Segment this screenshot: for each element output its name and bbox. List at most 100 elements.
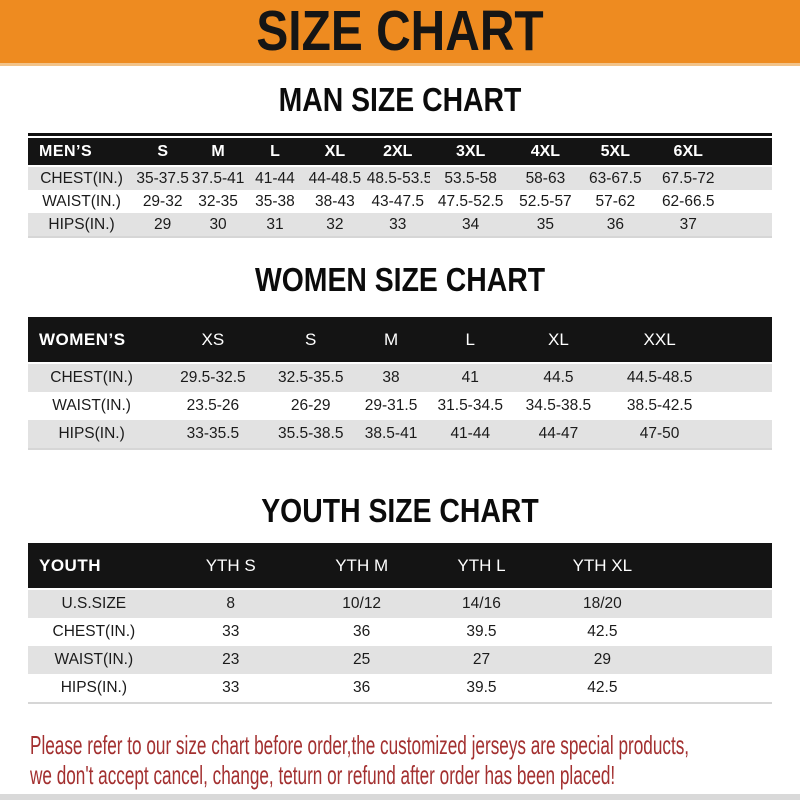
size-value-cell: 35-38 [245, 190, 304, 213]
size-value-cell: 32-35 [190, 190, 246, 213]
mens-size-table: MEN’S S M L XL 2XL 3XL 4XL 5XL 6XL CHEST… [28, 138, 772, 238]
size-column-header: S [270, 317, 351, 364]
row-label: WAIST(IN.) [28, 646, 160, 674]
size-column-header: XS [155, 317, 271, 364]
man-section-title: MAN SIZE CHART [278, 81, 522, 118]
size-value-cell: 33 [159, 618, 302, 646]
size-value-cell: 62-66.5 [651, 190, 726, 213]
size-column-header: M [190, 138, 246, 167]
size-value-cell: 31 [245, 213, 304, 236]
womens-size-table: WOMEN’S XS S M L XL XXL CHEST(IN.) 29.5-… [28, 317, 772, 450]
size-value-cell: 44.5 [509, 364, 608, 392]
size-value-cell: 26-29 [270, 392, 351, 420]
size-value-cell: 37.5-41 [190, 167, 246, 190]
size-column-header: M [350, 317, 432, 364]
size-value-cell: 30 [190, 213, 246, 236]
mens-header-row: MEN’S S M L XL 2XL 3XL 4XL 5XL 6XL [28, 138, 772, 167]
size-value-cell: 29 [541, 646, 664, 674]
size-value-cell: 38-43 [304, 190, 366, 213]
size-value-cell: 33 [365, 213, 430, 236]
banner: SIZE CHART [0, 0, 800, 66]
size-value-cell: 42.5 [541, 674, 664, 702]
size-value-cell: 10/12 [301, 590, 422, 618]
women-section-title: WOMEN SIZE CHART [254, 261, 546, 298]
size-value-cell: 23.5-26 [155, 392, 271, 420]
size-value-cell: 37 [651, 213, 726, 236]
size-value-cell: 47.5-52.5 [429, 190, 512, 213]
womens-header-row: WOMEN’S XS S M L XL XXL [28, 317, 772, 364]
size-value-cell: 38 [350, 364, 432, 392]
spacer-cell [711, 420, 772, 448]
mens-corner-label: MEN’S [28, 138, 136, 167]
size-value-cell: 29.5-32.5 [155, 364, 271, 392]
spacer-cell [663, 618, 772, 646]
row-label: CHEST(IN.) [28, 167, 136, 190]
row-label: WAIST(IN.) [28, 190, 136, 213]
size-column-header: YTH M [301, 543, 422, 590]
size-value-cell: 38.5-41 [350, 420, 432, 448]
spacer-cell [663, 674, 772, 702]
footer-note-line-2: we don't accept cancel, change, teturn o… [30, 760, 616, 790]
spacer-cell [663, 543, 772, 590]
table-row: HIPS(IN.) 33-35.5 35.5-38.5 38.5-41 41-4… [28, 420, 772, 448]
table-row: CHEST(IN.) 35-37.5 37.5-41 41-44 44-48.5… [28, 167, 772, 190]
size-value-cell: 35 [511, 213, 580, 236]
size-value-cell: 29-31.5 [350, 392, 432, 420]
size-value-cell: 39.5 [421, 674, 542, 702]
size-value-cell: 29-32 [135, 190, 191, 213]
size-value-cell: 44.5-48.5 [607, 364, 712, 392]
size-column-header: S [135, 138, 191, 167]
size-column-header: YTH XL [541, 543, 664, 590]
size-value-cell: 18/20 [541, 590, 664, 618]
row-label: HIPS(IN.) [28, 213, 136, 236]
size-column-header: XL [304, 138, 366, 167]
spacer-cell [663, 646, 772, 674]
size-value-cell: 34.5-38.5 [509, 392, 608, 420]
size-column-header: 2XL [365, 138, 430, 167]
size-column-header: 6XL [651, 138, 726, 167]
size-value-cell: 27 [421, 646, 542, 674]
spacer-cell [711, 317, 772, 364]
size-value-cell: 25 [301, 646, 422, 674]
size-value-cell: 67.5-72 [651, 167, 726, 190]
size-column-header: L [431, 317, 510, 364]
size-value-cell: 42.5 [541, 618, 664, 646]
size-column-header: XL [509, 317, 608, 364]
table-row: HIPS(IN.) 29 30 31 32 33 34 35 36 37 [28, 213, 772, 236]
table-row: WAIST(IN.) 23.5-26 26-29 29-31.5 31.5-34… [28, 392, 772, 420]
footer-note-line-1: Please refer to our size chart before or… [30, 730, 690, 760]
youth-size-table: YOUTH YTH S YTH M YTH L YTH XL U.S.SIZE … [28, 543, 772, 704]
table-row: WAIST(IN.) 29-32 32-35 35-38 38-43 43-47… [28, 190, 772, 213]
banner-title: SIZE CHART [256, 0, 544, 63]
spacer-cell [711, 392, 772, 420]
size-column-header: YTH S [159, 543, 302, 590]
size-value-cell: 14/16 [421, 590, 542, 618]
table-row: HIPS(IN.) 33 36 39.5 42.5 [28, 674, 772, 702]
size-value-cell: 43-47.5 [365, 190, 430, 213]
table-row: CHEST(IN.) 33 36 39.5 42.5 [28, 618, 772, 646]
size-value-cell: 63-67.5 [579, 167, 652, 190]
size-value-cell: 58-63 [511, 167, 580, 190]
spacer-cell [725, 190, 772, 213]
size-value-cell: 33-35.5 [155, 420, 271, 448]
row-label: CHEST(IN.) [28, 364, 156, 392]
youth-corner-label: YOUTH [28, 543, 160, 590]
spacer-cell [663, 590, 772, 618]
size-value-cell: 36 [579, 213, 652, 236]
size-value-cell: 31.5-34.5 [431, 392, 510, 420]
womens-corner-label: WOMEN’S [28, 317, 156, 364]
spacer-cell [725, 167, 772, 190]
size-value-cell: 33 [159, 674, 302, 702]
size-value-cell: 36 [301, 618, 422, 646]
row-label: HIPS(IN.) [28, 674, 160, 702]
size-value-cell: 36 [301, 674, 422, 702]
footer-note: Please refer to our size chart before or… [30, 730, 800, 790]
row-label: HIPS(IN.) [28, 420, 156, 448]
size-value-cell: 39.5 [421, 618, 542, 646]
spacer-cell [725, 213, 772, 236]
size-value-cell: 32.5-35.5 [270, 364, 351, 392]
size-column-header: XXL [607, 317, 712, 364]
size-value-cell: 38.5-42.5 [607, 392, 712, 420]
size-value-cell: 32 [304, 213, 366, 236]
size-value-cell: 35.5-38.5 [270, 420, 351, 448]
